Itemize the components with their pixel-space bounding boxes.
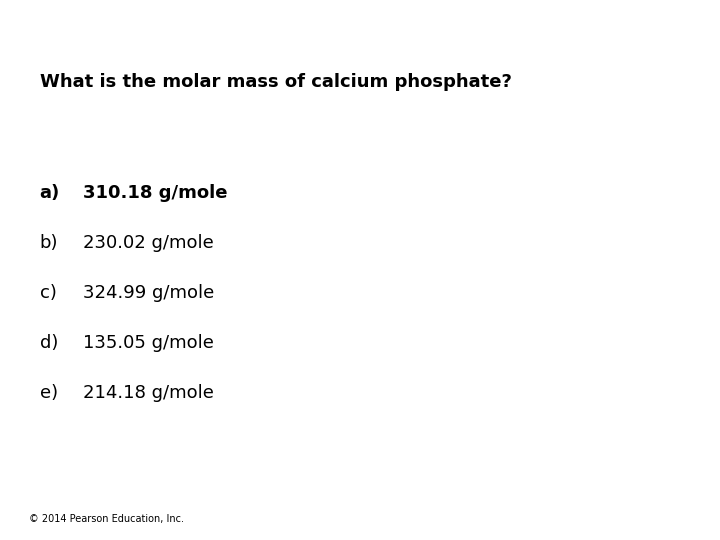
- Text: c): c): [40, 284, 56, 302]
- Text: e): e): [40, 384, 58, 402]
- Text: b): b): [40, 234, 58, 252]
- Text: a): a): [40, 184, 60, 201]
- Text: 214.18 g/mole: 214.18 g/mole: [83, 384, 214, 402]
- Text: What is the molar mass of calcium phosphate?: What is the molar mass of calcium phosph…: [40, 73, 511, 91]
- Text: © 2014 Pearson Education, Inc.: © 2014 Pearson Education, Inc.: [29, 514, 184, 524]
- Text: 310.18 g/mole: 310.18 g/mole: [83, 184, 228, 201]
- Text: 324.99 g/mole: 324.99 g/mole: [83, 284, 214, 302]
- Text: d): d): [40, 334, 58, 352]
- Text: 135.05 g/mole: 135.05 g/mole: [83, 334, 214, 352]
- Text: 230.02 g/mole: 230.02 g/mole: [83, 234, 214, 252]
